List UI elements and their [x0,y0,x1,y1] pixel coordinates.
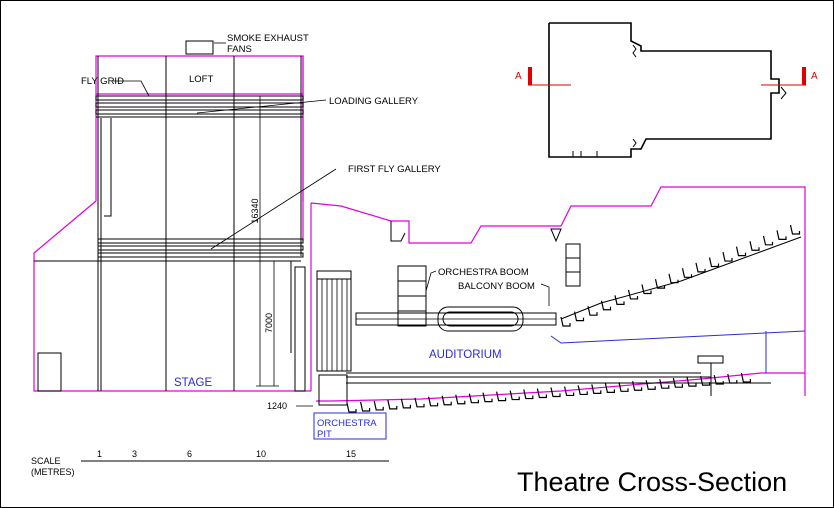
seat-icon [523,389,534,400]
scale-tick-1: 1 [97,449,102,459]
label-auditorium: AUDITORIUM [429,349,502,361]
seat-icon [672,378,684,388]
seat-icon [509,390,520,401]
plan-outline [548,22,780,158]
label-pit: PIT [317,429,332,440]
seat-icon [373,400,384,411]
stage-house-left-wall [33,200,97,392]
seat-icon [550,387,561,398]
seat-icon [573,311,585,322]
seat-icon [686,377,697,387]
seat-icon [604,383,616,393]
seat-icon [564,386,575,397]
stage-door [37,352,62,392]
seat-icon [414,397,425,408]
label-loft: LOFT [189,74,213,85]
label-smoke-exhaust-fans: FANS [227,44,252,55]
label-first-fly-gallery: FIRST FLY GALLERY [348,164,441,175]
seat-icon [468,393,479,404]
scale-bar: SCALE (METRES) 1 3 6 10 15 [31,449,389,477]
scale-tick-10: 10 [256,449,266,459]
drawing-title: Theatre Cross-Section [517,467,787,497]
seat-icon [627,289,639,300]
seat-icon [614,295,625,305]
dimension-pit-offset: 1240 [267,401,287,411]
label-stage: STAGE [174,377,212,389]
seat-icon [789,224,801,235]
balcony-underside [550,330,806,344]
dimension-total-height: 16340 [250,198,260,223]
plan-view-inset: A A [515,22,818,158]
seat-icon [587,306,598,316]
leader-lines [113,42,550,306]
auditorium-roof-outline [310,186,806,396]
label-smoke-exhaust: SMOKE EXHAUST [227,33,309,44]
seat-icon [455,394,466,405]
seat-icon [695,262,706,273]
fly-tower [33,40,312,392]
seat-icon [722,251,733,262]
seat-icon [600,300,612,311]
label-loading-gallery: LOADING GALLERY [329,96,419,107]
seat-icon [496,391,507,402]
seat-icon [577,385,588,396]
seat-icon [654,278,666,289]
dimension-lines: 16340 7000 1240 [250,96,313,411]
stalls-seating [346,372,752,413]
auditorium-floor [316,372,805,402]
seat-icon [641,284,652,295]
scale-tick-6: 6 [187,449,192,459]
label-fly-grid: FLY GRID [81,76,124,87]
scale-label: SCALE [31,456,61,466]
label-orchestra: ORCHESTRA [317,418,377,429]
balcony-seating [560,224,801,327]
scale-tick-3: 3 [132,449,137,459]
seat-icon [762,235,774,246]
scale-units: (METRES) [31,467,75,477]
seat-icon [713,374,724,385]
label-balcony-boom: BALCONY BOOM [458,281,535,292]
seat-icon [482,392,493,403]
section-marker-left: A [515,71,522,82]
seat-icon [618,382,629,392]
seat-icon [591,384,602,394]
seat-icon [681,268,693,278]
seat-icon [749,241,760,251]
seat-icon [645,380,656,390]
seat-icon [776,230,787,241]
seat-icon [735,246,747,257]
seat-icon [740,372,752,383]
smoke-exhaust-fan [185,40,214,55]
orchestra-pit-box [313,412,387,440]
seat-icon [536,388,548,399]
seat-icon [346,402,357,413]
seat-icon [428,396,439,407]
seat-icon [668,273,679,284]
seat-icon [360,401,371,412]
seat-icon [400,398,411,409]
seat-icon [387,399,398,410]
auditorium [310,186,806,406]
seat-icon [632,381,643,391]
seat-icon [708,257,720,268]
control-booth [697,355,724,364]
seat-icon [727,373,738,384]
section-marker-right: A [811,71,818,82]
seat-icon [700,375,711,386]
dimension-stage-height: 7000 [264,313,274,333]
seat-icon [560,316,571,327]
seat-icon [659,379,670,389]
scale-tick-15: 15 [346,449,356,459]
label-orchestra-boom: ORCHESTRA BOOM [438,267,529,278]
seat-icon [441,395,452,406]
